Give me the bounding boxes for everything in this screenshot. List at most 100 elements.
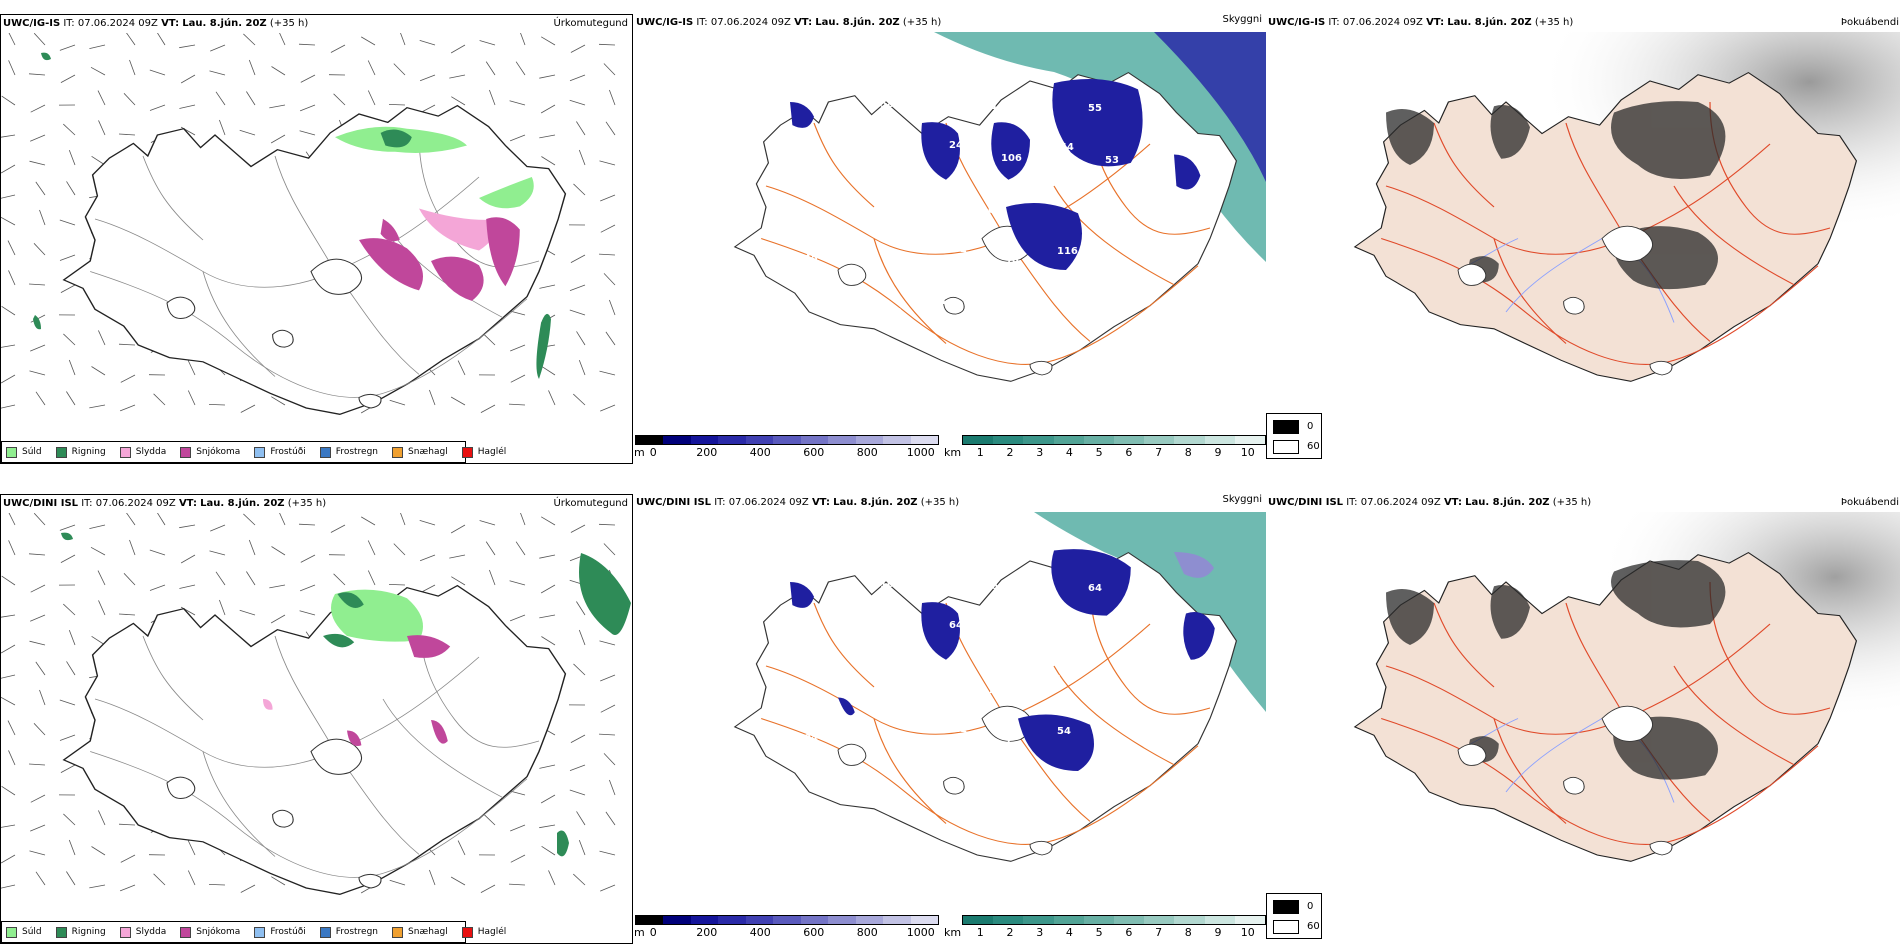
cloudbase-label: 47	[741, 136, 755, 147]
wind-barb	[89, 44, 106, 49]
wind-barb	[149, 69, 166, 76]
wind-barb	[479, 40, 496, 46]
wind-barb	[120, 854, 136, 863]
wind-barb	[8, 33, 16, 46]
fog-key: 0 60	[1266, 893, 1322, 939]
colorbar-segment	[910, 916, 938, 924]
cloudbase-labels: 19 73 27 58 102 91 89 55 98 47 59 45 53 245 106 144 53 75…	[724, 84, 1182, 318]
wind-barb	[1, 305, 16, 316]
colorbar-tick-label: 5	[1095, 926, 1103, 939]
cloudbase-label: 1	[940, 296, 947, 307]
legend-swatch	[319, 446, 331, 458]
colorbar-segment	[993, 916, 1024, 924]
colorbar-segment	[828, 436, 856, 444]
wind-barb	[239, 129, 256, 136]
legend-swatch	[119, 926, 131, 938]
colorbar-tick-label: 2	[1006, 446, 1014, 459]
wind-barb	[243, 33, 256, 46]
precip-areas	[263, 589, 451, 746]
colorbar-segment	[663, 436, 691, 444]
wind-barb	[8, 270, 16, 286]
wind-barb	[1, 575, 16, 586]
colorbar-segment	[663, 916, 691, 924]
wind-barb	[28, 763, 46, 766]
lead-time: (+35 h)	[269, 18, 309, 29]
wind-barb	[333, 573, 346, 586]
legend-label: Súld	[22, 447, 42, 457]
wind-barb	[91, 635, 106, 646]
wind-barb	[540, 36, 556, 46]
wind-barb	[243, 513, 256, 526]
wind-barb	[270, 614, 286, 624]
colorbar-segment	[800, 916, 829, 924]
cloudbase-label: 162	[849, 242, 870, 253]
wind-barb	[599, 160, 616, 166]
wind-barb	[450, 524, 466, 534]
wind-barb	[30, 824, 46, 832]
precip-legend: Súld Rigning Slydda Snjókoma Frostúði Frostre…	[1, 441, 506, 463]
wind-barb	[450, 44, 466, 54]
wind-barb	[479, 520, 496, 526]
colorbar-segment	[1174, 436, 1205, 444]
cloudbase-label: 49	[793, 629, 807, 640]
cloudbase-label: 64	[949, 620, 963, 631]
colorbar-segment	[855, 916, 884, 924]
wind-barb	[298, 43, 316, 46]
panel-name: Þokuábendi	[1840, 497, 1899, 508]
colorbar-segment	[1114, 916, 1145, 924]
wind-barb	[449, 554, 466, 559]
wind-barb	[29, 370, 46, 376]
visibility-panel-row1: UWC/IG-IS IT: 07.06.2024 09Z VT: Lau. 8.…	[634, 14, 1266, 464]
cloudbase-label: 12	[1040, 194, 1054, 205]
wind-barb	[539, 764, 556, 769]
it-value: 07.06.2024 09Z	[1360, 497, 1441, 508]
wind-barb	[30, 104, 46, 113]
wind-barb	[209, 70, 226, 76]
colorbar-segment	[636, 436, 664, 444]
wind-barb	[63, 813, 76, 826]
fog-key: 0 60	[1266, 413, 1322, 459]
wind-barb	[63, 333, 76, 346]
wind-barb	[119, 884, 136, 892]
colorbar-tick-label: 7	[1155, 446, 1163, 459]
wind-barb	[246, 571, 256, 586]
wind-barb	[28, 73, 46, 76]
precip-legend: Súld Rigning Slydda Snjókoma Frostúði Frostre…	[1, 921, 506, 943]
legend-item: Súld	[6, 926, 42, 938]
colorbar-tick-label: 3	[1036, 446, 1044, 459]
colorbar-tick-label: 1000	[906, 446, 935, 459]
it-label: IT:	[1346, 497, 1358, 508]
model-name: UWC/DINI ISL	[1268, 497, 1344, 508]
lead-time: (+35 h)	[1552, 497, 1592, 508]
wind-barb	[187, 870, 196, 886]
wind-barb	[120, 374, 136, 383]
wind-barb	[30, 614, 46, 622]
wind-barb	[603, 543, 616, 556]
wind-barb	[91, 366, 106, 376]
wind-barb	[400, 513, 406, 526]
cloudbase-label: 72	[1140, 572, 1154, 583]
precip-panel-row1: UWC/IG-IS IT: 07.06.2024 09Z VT: Lau. 8.…	[0, 14, 633, 464]
wind-barb	[180, 74, 196, 84]
panel-name: Þokuábendi	[1840, 17, 1899, 28]
cloudbase-label: 222	[849, 722, 870, 733]
wind-barb	[573, 873, 586, 886]
colorbar-tick-label: 7	[1155, 926, 1163, 939]
wind-barb	[510, 854, 526, 863]
wind-barb	[598, 733, 616, 736]
colorbar-segment	[1204, 436, 1235, 444]
fog-key-swatch-1	[1273, 440, 1299, 454]
wind-barb	[520, 513, 526, 526]
cloudbase-label: 29	[901, 735, 915, 746]
cloudbase-label: 132	[1144, 676, 1165, 687]
wind-barb	[388, 104, 406, 106]
cloudbase-label: 72	[776, 577, 790, 588]
legend-label: Slydda	[135, 447, 167, 457]
wind-barb	[605, 121, 616, 136]
wind-barb	[8, 750, 16, 766]
cloudbase-label: 75	[1157, 144, 1171, 155]
visibility-unit: km	[944, 446, 962, 459]
fog-key-label-0: 0	[1307, 421, 1314, 432]
wind-barb	[540, 516, 556, 526]
wind-barb	[569, 789, 586, 796]
